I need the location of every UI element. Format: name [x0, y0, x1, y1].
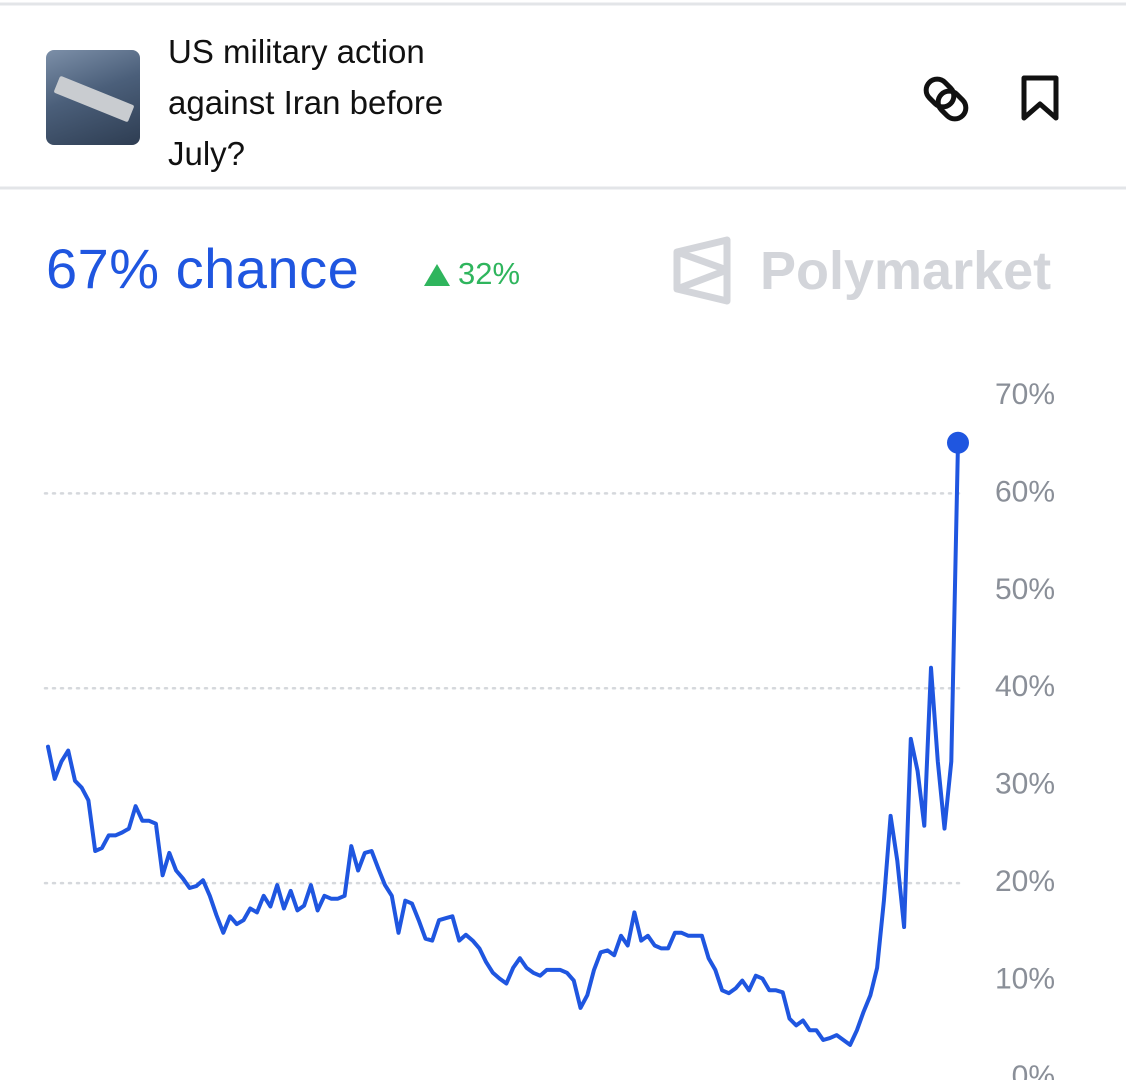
y-tick-label: 20%: [995, 865, 1055, 898]
current-point: [947, 431, 969, 454]
up-arrow: [424, 264, 450, 286]
y-tick-label: 70%: [995, 378, 1055, 411]
bookmark-icon[interactable]: [1021, 75, 1059, 121]
market-thumbnail: [46, 50, 140, 145]
y-tick-label: 30%: [995, 768, 1055, 801]
link-icon[interactable]: [922, 75, 971, 124]
y-tick-label: 40%: [995, 670, 1055, 703]
brand-name: Polymarket: [760, 241, 1052, 301]
chance-headline: 67% chance: [46, 237, 360, 300]
brand-logo: [673, 236, 731, 305]
y-tick-label: 10%: [995, 962, 1055, 995]
y-tick-label: 0%: [1012, 1060, 1055, 1080]
y-tick-label: 60%: [995, 475, 1055, 508]
price-line: [46, 440, 960, 1047]
y-tick-label: 50%: [995, 573, 1055, 606]
market-title: US military action against Iran before J…: [168, 33, 444, 172]
change-label: 32%: [458, 256, 521, 291]
